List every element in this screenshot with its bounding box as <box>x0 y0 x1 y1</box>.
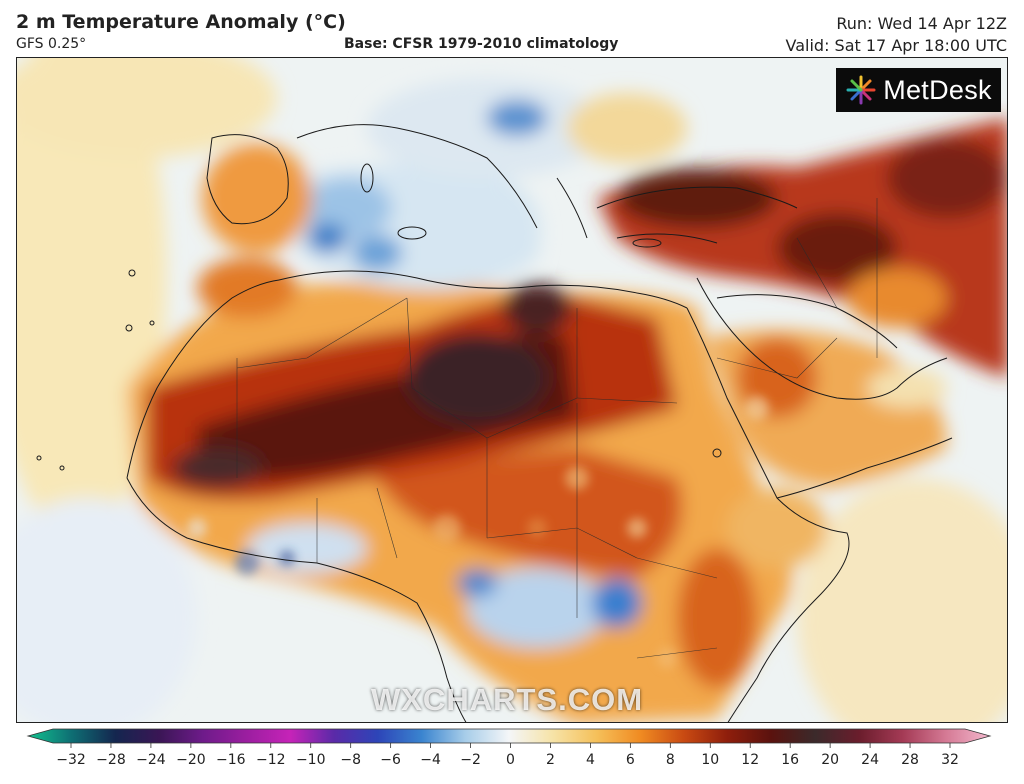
colorbar-tick-label: −4 <box>420 752 441 768</box>
colorbar-tick-label: 24 <box>861 752 879 768</box>
model-label: GFS 0.25° <box>16 36 87 52</box>
coastlines <box>126 124 953 722</box>
colorbar-tick-label: −24 <box>136 752 166 768</box>
metdesk-logo-text: MetDesk <box>883 74 992 105</box>
colorbar-tick-label: 32 <box>941 752 959 768</box>
colorbar-tick-label: 12 <box>741 752 760 768</box>
anomaly-field <box>17 58 1007 722</box>
colorbar-tick-label: −16 <box>216 752 246 768</box>
run-time-label: Run: Wed 14 Apr 12Z <box>836 14 1007 33</box>
colorbar-tick-label: 8 <box>665 752 675 768</box>
valid-time-label: Valid: Sat 17 Apr 18:00 UTC <box>785 36 1007 55</box>
colorbar-tick-label: −12 <box>255 752 286 768</box>
colorbar-tick-label: −2 <box>460 752 481 768</box>
colorbar-tick-label: −32 <box>56 752 86 768</box>
colorbar-tick-label: 28 <box>901 752 919 768</box>
map-title: 2 m Temperature Anomaly (°C) <box>16 11 346 33</box>
climatology-base-label: Base: CFSR 1979-2010 climatology <box>344 36 619 52</box>
colorbar-tick-label: −28 <box>96 752 126 768</box>
colorbar-tick-label: 10 <box>701 752 720 768</box>
colorbar-ticks <box>70 743 951 748</box>
colorbar-tick-label: 16 <box>781 752 800 768</box>
colorbar <box>26 728 992 748</box>
colorbar-tick-label: −6 <box>380 752 401 768</box>
metdesk-burst-icon <box>846 75 876 105</box>
colorbar-tick-label: 20 <box>821 752 840 768</box>
islands <box>36 163 722 471</box>
anomaly-map[interactable]: MetDesk WXCHARTS.COM <box>16 57 1008 723</box>
country-borders <box>236 198 878 659</box>
colorbar-tick-label: 0 <box>506 752 515 768</box>
colorbar-gradient <box>26 728 992 744</box>
metdesk-logo: MetDesk <box>836 68 1001 112</box>
map-canvas <box>17 58 1007 722</box>
colorbar-tick-label: 2 <box>545 752 555 768</box>
colorbar-tick-label: 4 <box>585 752 595 768</box>
wxcharts-watermark: WXCHARTS.COM <box>371 682 644 717</box>
colorbar-tick-label: −20 <box>176 752 206 768</box>
colorbar-tick-label: 6 <box>625 752 635 768</box>
colorbar-tick-label: −10 <box>295 752 326 768</box>
colorbar-tick-label: −8 <box>340 752 361 768</box>
